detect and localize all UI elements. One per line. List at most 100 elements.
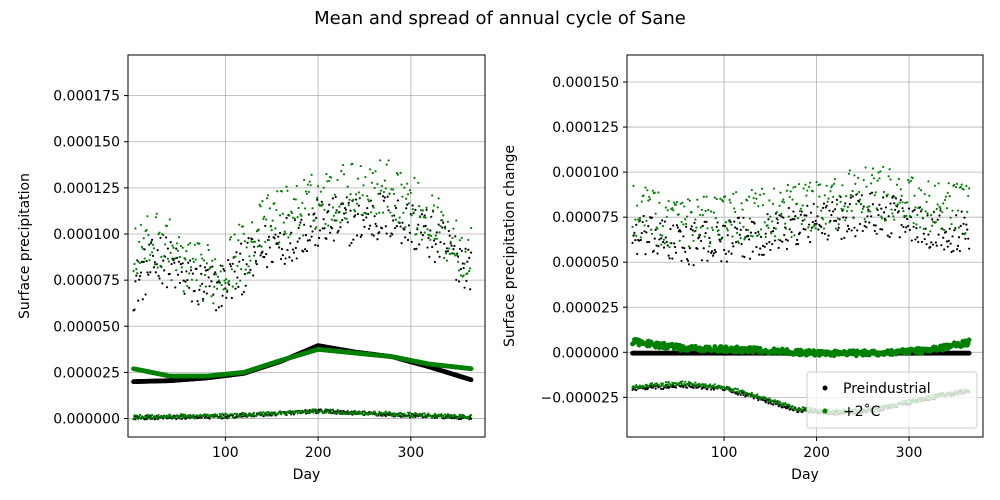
point-plus2c-max bbox=[234, 255, 237, 258]
point-preindustrial-max bbox=[899, 198, 902, 202]
point-plus2c-max bbox=[220, 284, 223, 287]
point-preindustrial-max bbox=[176, 256, 179, 259]
point-plus2c-max bbox=[343, 217, 347, 220]
point-plus2c-max bbox=[365, 212, 368, 215]
point-preindustrial-max bbox=[282, 233, 285, 236]
point-preindustrial-max bbox=[325, 237, 328, 240]
point-preindustrial-min bbox=[657, 386, 660, 389]
point-plus2c-max bbox=[919, 226, 922, 229]
point-preindustrial-max bbox=[288, 256, 291, 259]
point-plus2c-max bbox=[318, 204, 322, 207]
point-plus2c-max bbox=[882, 190, 886, 194]
point-preindustrial-max bbox=[330, 227, 334, 230]
point-preindustrial-max bbox=[323, 227, 326, 230]
point-preindustrial-max bbox=[942, 236, 945, 239]
point-preindustrial-max bbox=[645, 231, 648, 234]
point-plus2c-max bbox=[415, 233, 418, 236]
point-preindustrial-max bbox=[155, 263, 158, 266]
point-plus2c-min bbox=[349, 411, 352, 414]
point-preindustrial-max bbox=[445, 247, 449, 250]
point-preindustrial-max bbox=[173, 261, 176, 264]
point-plus2c-max bbox=[890, 208, 893, 211]
point-preindustrial-max bbox=[734, 226, 737, 229]
point-plus2c-max bbox=[864, 166, 867, 169]
point-plus2c-max bbox=[367, 198, 370, 201]
point-preindustrial-max bbox=[138, 274, 142, 278]
point-preindustrial-max bbox=[399, 225, 402, 228]
point-plus2c-max bbox=[798, 209, 802, 213]
point-plus2c-max bbox=[826, 200, 829, 203]
point-preindustrial-max bbox=[225, 296, 228, 299]
point-preindustrial-min bbox=[145, 418, 148, 421]
point-plus2c-min bbox=[800, 408, 803, 411]
point-preindustrial-min bbox=[179, 414, 182, 418]
point-plus2c-min bbox=[164, 416, 168, 419]
point-plus2c-mean bbox=[468, 366, 474, 372]
point-plus2c-min bbox=[223, 416, 226, 419]
point-plus2c-max bbox=[944, 195, 948, 198]
point-plus2c-max bbox=[256, 245, 259, 248]
point-plus2c-max bbox=[468, 269, 471, 273]
point-plus2c-max bbox=[919, 189, 923, 192]
point-preindustrial-max bbox=[140, 260, 144, 263]
point-plus2c-max bbox=[695, 226, 698, 229]
point-plus2c-max bbox=[948, 195, 951, 198]
point-plus2c-min bbox=[265, 414, 269, 417]
point-plus2c-max bbox=[222, 288, 225, 291]
point-preindustrial-max bbox=[652, 249, 655, 252]
point-preindustrial-max bbox=[782, 216, 785, 219]
point-preindustrial-max bbox=[281, 254, 284, 257]
point-preindustrial-max bbox=[949, 242, 952, 245]
point-plus2c-max bbox=[355, 193, 358, 196]
point-plus2c-max bbox=[903, 214, 906, 218]
point-plus2c-mean bbox=[862, 348, 868, 354]
point-plus2c-max bbox=[799, 207, 802, 210]
point-preindustrial-min bbox=[682, 386, 685, 389]
point-plus2c-min bbox=[296, 412, 299, 415]
y-tick-label: 0.000050 bbox=[552, 255, 619, 271]
point-preindustrial-max bbox=[968, 247, 971, 250]
point-preindustrial-max bbox=[759, 247, 762, 250]
point-plus2c-min bbox=[371, 413, 374, 416]
point-preindustrial-max bbox=[162, 259, 165, 262]
point-plus2c-max bbox=[331, 206, 335, 209]
point-plus2c-max bbox=[756, 234, 759, 238]
point-preindustrial-min bbox=[644, 388, 647, 391]
point-preindustrial-max bbox=[905, 226, 908, 229]
point-plus2c-max bbox=[410, 214, 413, 217]
point-plus2c-max bbox=[743, 238, 746, 241]
point-plus2c-min bbox=[177, 414, 181, 418]
point-plus2c-max bbox=[894, 196, 897, 199]
point-plus2c-max bbox=[898, 201, 901, 204]
point-plus2c-min bbox=[635, 383, 638, 387]
point-plus2c-max bbox=[632, 184, 635, 187]
point-plus2c-max bbox=[289, 233, 292, 236]
point-plus2c-min bbox=[274, 411, 277, 414]
point-plus2c-min bbox=[266, 411, 270, 414]
point-plus2c-max bbox=[668, 246, 671, 249]
point-plus2c-max bbox=[337, 211, 340, 214]
point-preindustrial-max bbox=[298, 237, 301, 240]
point-preindustrial-max bbox=[688, 247, 691, 250]
point-preindustrial-max bbox=[141, 298, 144, 301]
point-plus2c-max bbox=[345, 217, 348, 220]
point-plus2c-max bbox=[170, 279, 173, 282]
point-preindustrial-max bbox=[967, 237, 970, 240]
point-plus2c-min bbox=[265, 411, 268, 414]
point-plus2c-max bbox=[701, 214, 704, 217]
point-plus2c-max bbox=[846, 205, 850, 209]
point-plus2c-max bbox=[443, 256, 446, 260]
point-plus2c-min bbox=[182, 413, 185, 416]
point-plus2c-min bbox=[279, 413, 283, 416]
point-plus2c-min bbox=[423, 412, 426, 415]
point-preindustrial-min bbox=[180, 417, 183, 420]
point-preindustrial-max bbox=[161, 282, 164, 285]
point-plus2c-max bbox=[878, 177, 881, 180]
point-plus2c-max bbox=[406, 193, 410, 196]
point-plus2c-max bbox=[418, 205, 421, 208]
point-plus2c-max bbox=[334, 211, 337, 214]
point-preindustrial-max bbox=[354, 214, 357, 217]
point-plus2c-max bbox=[946, 191, 949, 194]
point-plus2c-min bbox=[681, 380, 684, 383]
